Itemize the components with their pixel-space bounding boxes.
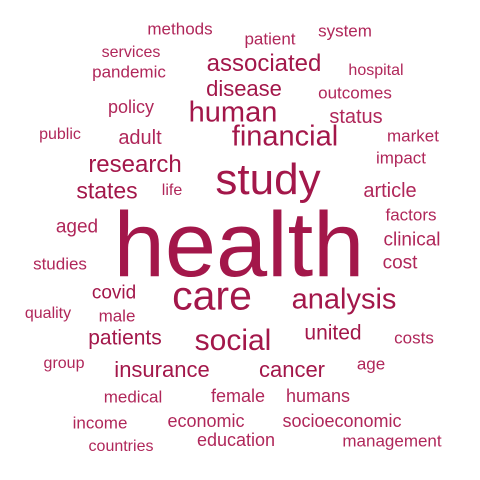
word-health: health: [113, 194, 365, 296]
word-covid: covid: [91, 282, 137, 304]
word-costs: costs: [394, 328, 434, 348]
word-status: status: [329, 106, 383, 128]
word-market: market: [387, 126, 439, 146]
word-male: male: [98, 306, 136, 326]
word-methods: methods: [147, 19, 213, 39]
word-studies: studies: [33, 254, 87, 274]
word-life: life: [161, 182, 183, 199]
word-pandemic: pandemic: [92, 62, 166, 82]
word-insurance: insurance: [114, 357, 210, 382]
word-financial: financial: [231, 120, 339, 153]
word-study: study: [215, 155, 321, 204]
word-social: social: [194, 324, 272, 357]
word-patients: patients: [88, 326, 162, 350]
word-adult: adult: [118, 127, 162, 149]
word-human: human: [188, 96, 278, 129]
word-services: services: [101, 44, 161, 61]
word-socioeconomic: socioeconomic: [282, 411, 402, 431]
word-aged: aged: [55, 216, 99, 238]
word-system: system: [318, 21, 372, 41]
word-cost: cost: [382, 252, 418, 274]
word-hospital: hospital: [348, 62, 404, 79]
word-cancer: cancer: [258, 357, 326, 382]
word-group: group: [43, 355, 85, 372]
word-female: female: [210, 386, 266, 406]
word-countries: countries: [88, 438, 154, 455]
word-analysis: analysis: [291, 283, 397, 316]
word-article: article: [363, 180, 417, 202]
word-humans: humans: [285, 386, 351, 406]
word-management: management: [342, 431, 442, 451]
word-age: age: [356, 354, 386, 374]
word-outcomes: outcomes: [318, 83, 392, 103]
word-united: united: [304, 321, 362, 345]
word-impact: impact: [375, 148, 427, 168]
word-patient: patient: [244, 29, 296, 49]
word-income: income: [72, 413, 128, 433]
word-education: education: [196, 430, 276, 450]
word-medical: medical: [103, 387, 163, 407]
word-associated: associated: [206, 50, 322, 77]
word-care: care: [172, 272, 252, 319]
word-public: public: [39, 126, 81, 143]
word-disease: disease: [206, 76, 282, 101]
word-research: research: [88, 151, 182, 178]
word-clinical: clinical: [383, 229, 441, 251]
word-quality: quality: [24, 305, 72, 322]
word-factors: factors: [385, 205, 437, 225]
word-states: states: [76, 177, 138, 204]
word-policy: policy: [107, 97, 155, 117]
word-economic: economic: [167, 411, 245, 431]
